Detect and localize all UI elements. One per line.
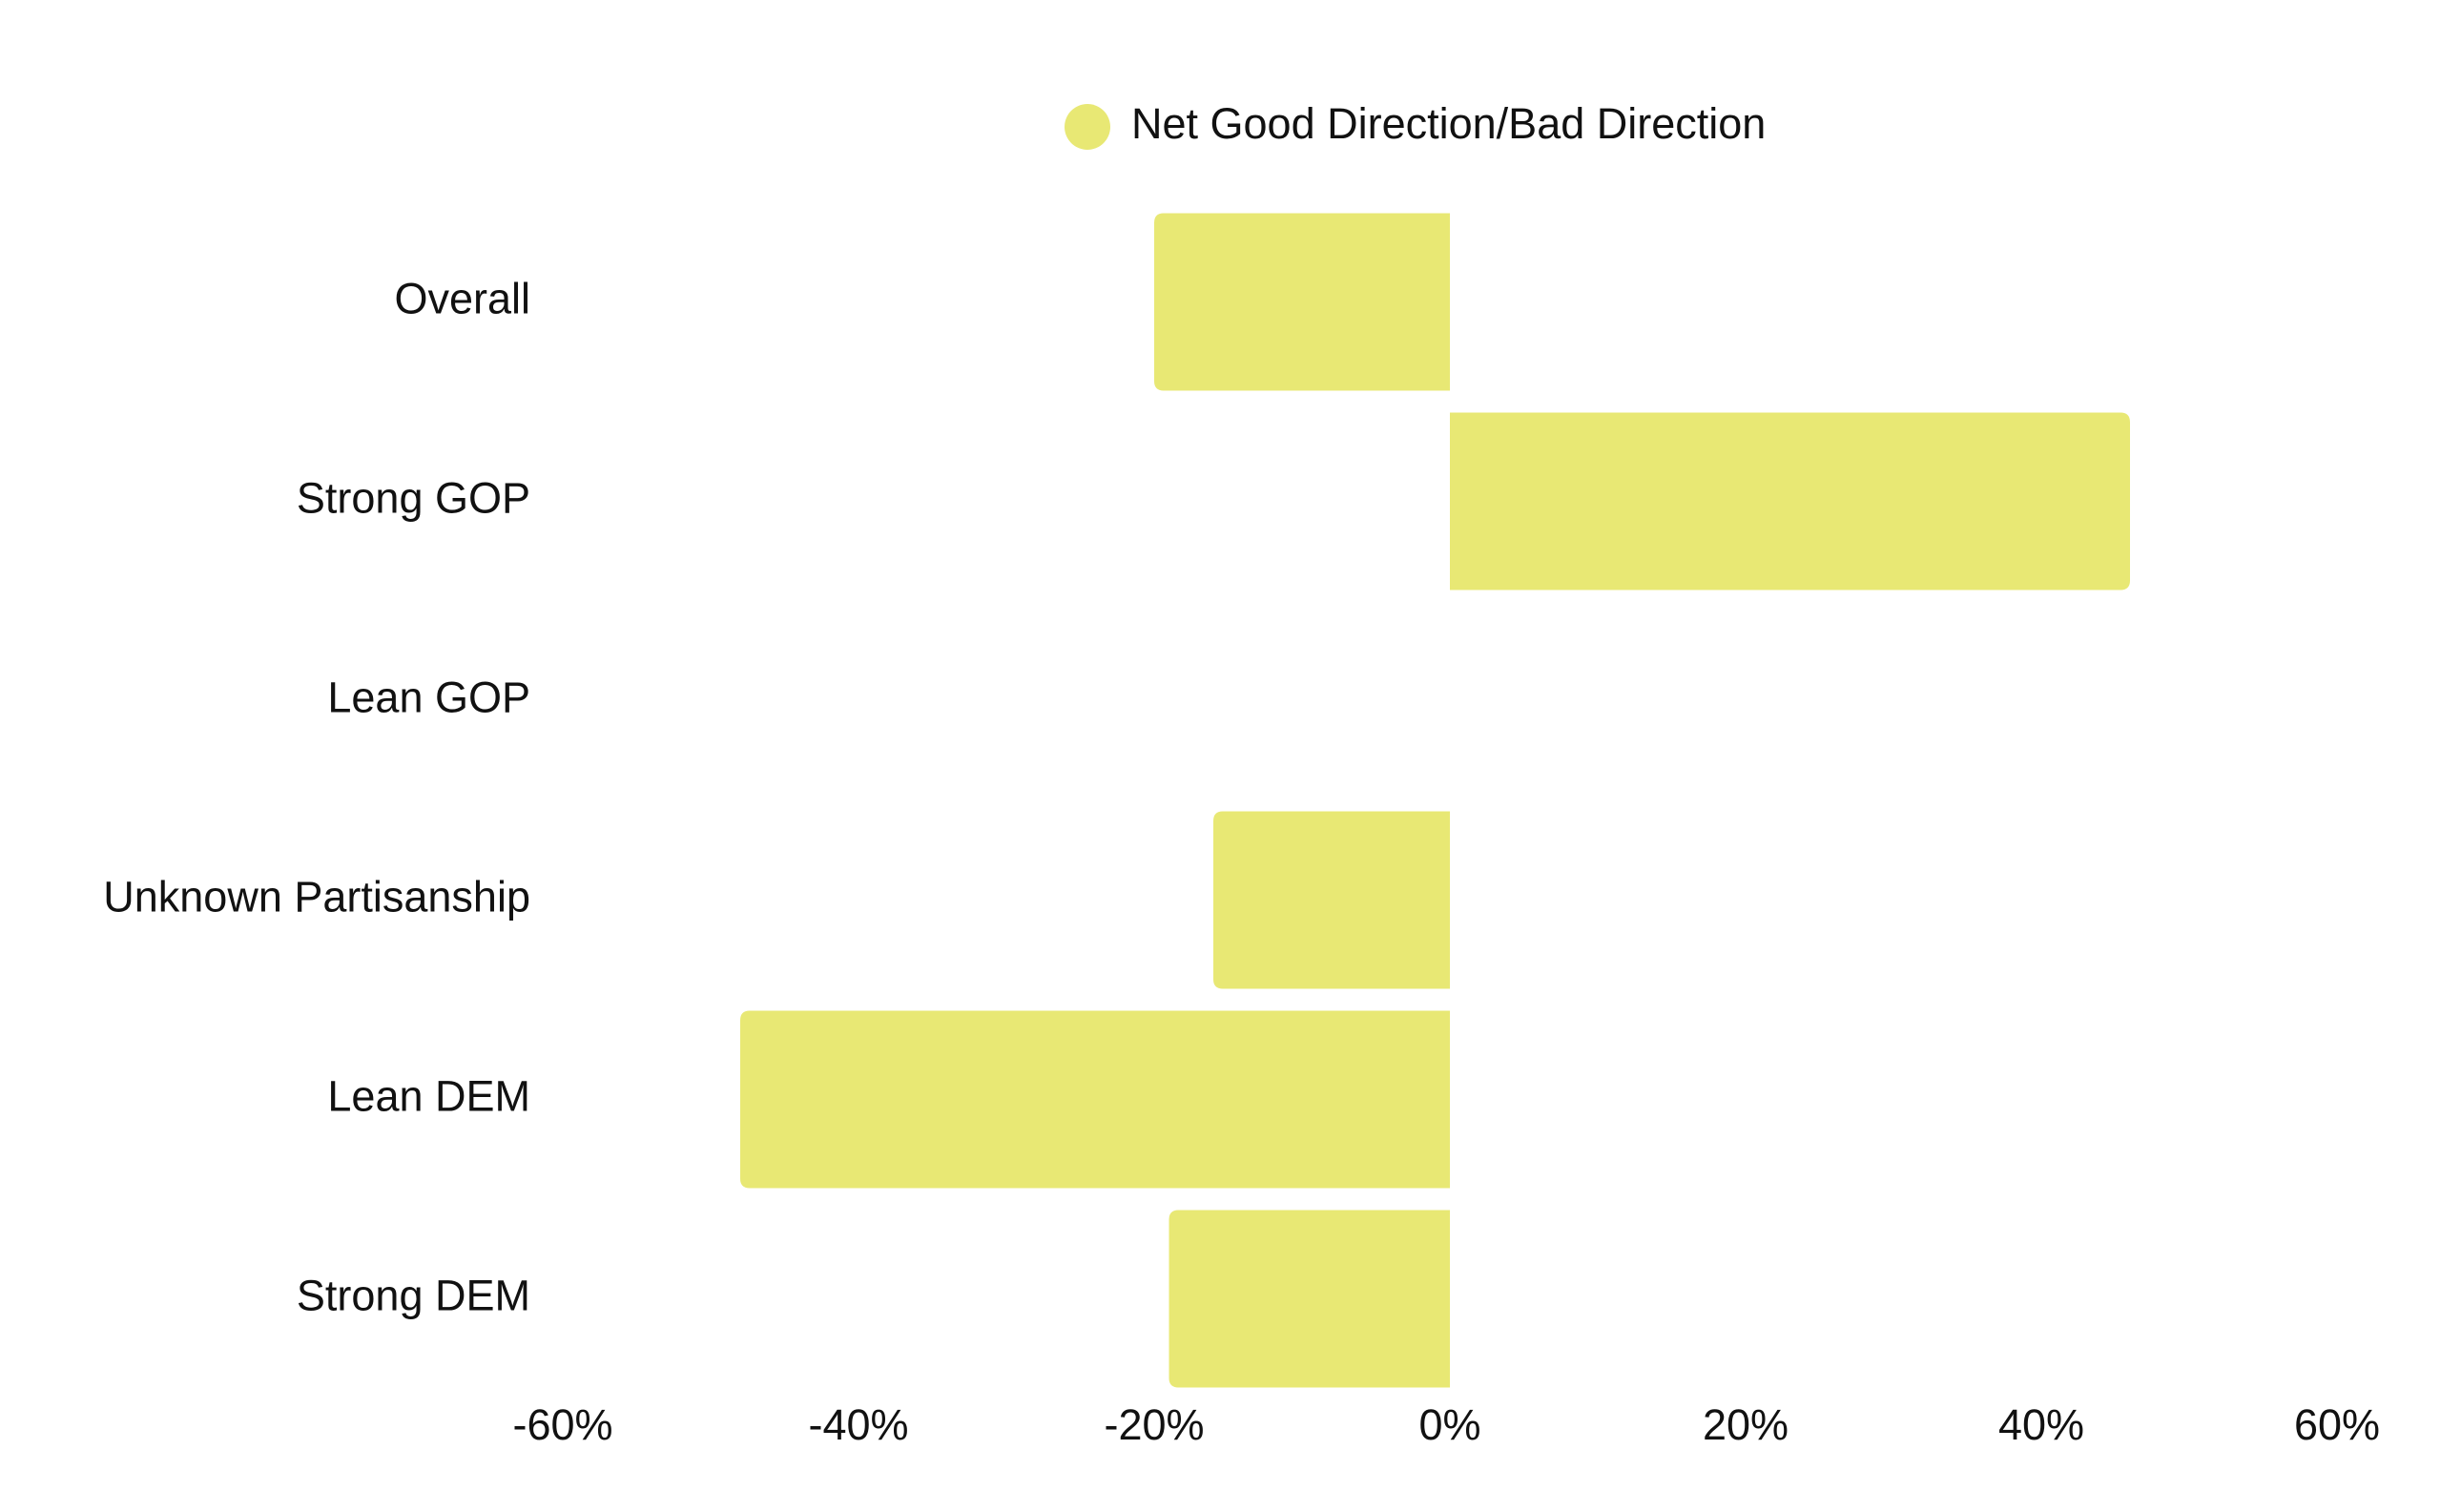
bar-lean-dem	[740, 1010, 1450, 1189]
bar-strong-dem	[1168, 1210, 1450, 1388]
legend: Net Good Direction/Bad Direction	[1065, 99, 1766, 150]
legend-swatch	[1065, 104, 1110, 150]
x-tick-label: 60%	[2294, 1400, 2380, 1449]
bar-strong-gop	[1450, 412, 2130, 590]
category-labels: Overall Strong GOP Lean GOP Unknown Partisa…	[103, 274, 530, 1319]
x-tick-label: -40%	[808, 1400, 908, 1449]
category-label-lean-dem: Lean DEM	[327, 1071, 530, 1120]
category-label-overall: Overall	[394, 274, 530, 322]
bars	[740, 213, 2130, 1388]
x-tick-label: 40%	[1998, 1400, 2084, 1449]
category-label-lean-gop: Lean GOP	[327, 673, 530, 721]
x-tick-label: 20%	[1703, 1400, 1789, 1449]
x-tick-label: -60%	[512, 1400, 612, 1449]
legend-label: Net Good Direction/Bad Direction	[1131, 99, 1766, 148]
x-tick-label: -20%	[1104, 1400, 1204, 1449]
category-label-unknown-partisanship: Unknown Partisanship	[103, 872, 530, 921]
x-axis-tick-labels: -60% -40% -20% 0% 20% 40% 60%	[512, 1400, 2380, 1449]
bar-overall	[1154, 213, 1450, 391]
category-label-strong-gop: Strong GOP	[297, 473, 530, 522]
category-label-strong-dem: Strong DEM	[297, 1271, 530, 1319]
x-tick-label: 0%	[1418, 1400, 1480, 1449]
bar-unknown-partisanship	[1213, 811, 1450, 989]
